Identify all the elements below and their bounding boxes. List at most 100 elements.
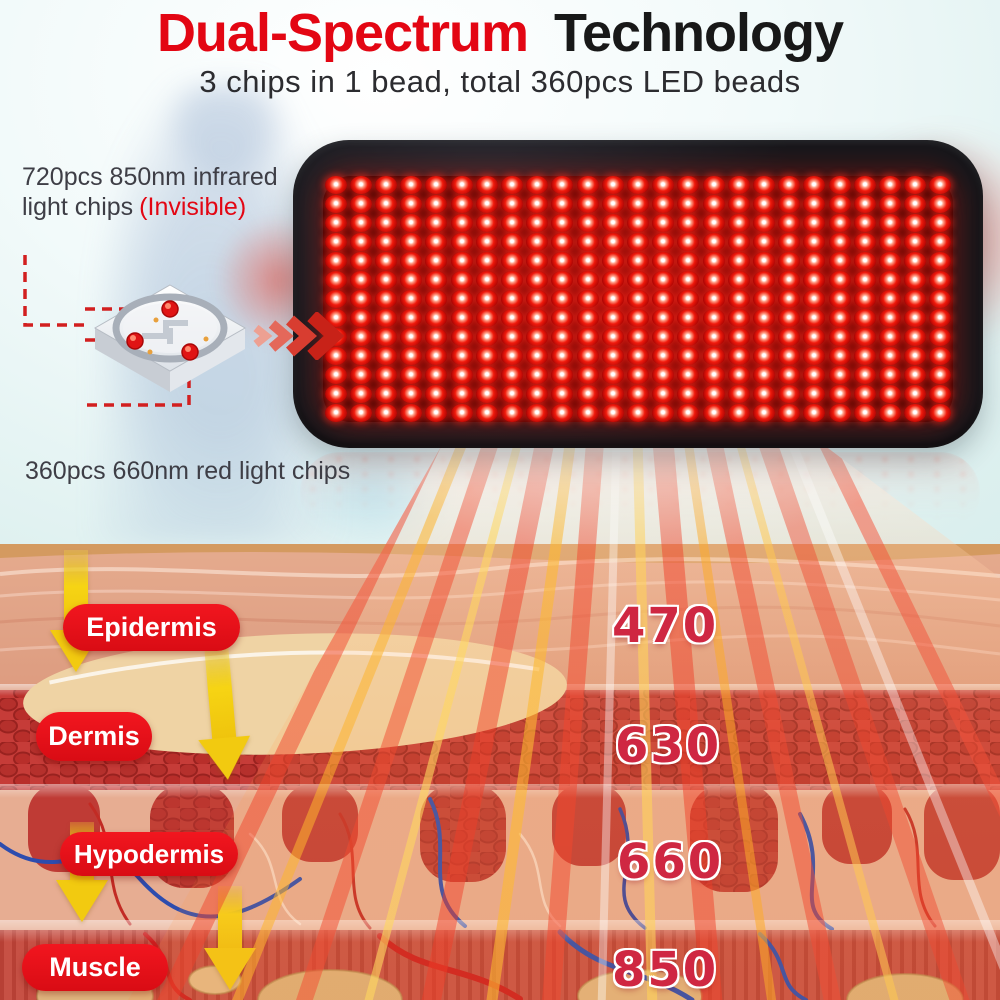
led-dot — [626, 403, 649, 422]
led-dot — [526, 289, 549, 308]
led-dot — [475, 176, 498, 195]
led-dot — [526, 384, 549, 403]
led-dot — [400, 365, 423, 384]
led-dot — [828, 346, 851, 365]
led-dot — [727, 365, 750, 384]
led-dot — [652, 195, 675, 214]
led-dot — [374, 176, 397, 195]
page-subtitle: 3 chips in 1 bead, total 360pcs LED bead… — [199, 64, 801, 99]
led-dot — [425, 403, 448, 422]
led-dot — [752, 327, 775, 346]
led-dot — [904, 271, 927, 290]
led-dot — [929, 214, 952, 233]
led-dot — [425, 233, 448, 252]
led-dot — [349, 214, 372, 233]
led-dot — [601, 308, 624, 327]
led-dot — [677, 195, 700, 214]
led-dot — [626, 308, 649, 327]
led-dot — [878, 289, 901, 308]
led-dot — [828, 289, 851, 308]
led-dot — [324, 176, 347, 195]
led-dot — [601, 195, 624, 214]
led-dot — [778, 403, 801, 422]
led-dot — [400, 214, 423, 233]
led-dot — [626, 365, 649, 384]
led-dot — [601, 233, 624, 252]
led-dot — [374, 327, 397, 346]
led-dot — [551, 271, 574, 290]
led-dot — [551, 176, 574, 195]
led-dot — [450, 214, 473, 233]
led-dot — [425, 289, 448, 308]
layer-label-muscle: Muscle — [22, 944, 168, 991]
led-dot — [803, 308, 826, 327]
led-dot — [374, 308, 397, 327]
led-dot — [727, 271, 750, 290]
led-dot — [526, 403, 549, 422]
led-dot — [904, 289, 927, 308]
led-dot — [778, 365, 801, 384]
led-dot — [601, 384, 624, 403]
led-dot — [551, 214, 574, 233]
led-dot — [500, 252, 523, 271]
led-dot — [450, 233, 473, 252]
led-dot — [727, 233, 750, 252]
led-dot — [576, 195, 599, 214]
led-dot — [475, 346, 498, 365]
led-dot — [904, 384, 927, 403]
led-dot — [677, 289, 700, 308]
led-dot — [929, 308, 952, 327]
led-dot — [878, 233, 901, 252]
led-dot — [425, 308, 448, 327]
led-dot — [752, 365, 775, 384]
led-dot — [752, 176, 775, 195]
led-dot — [576, 289, 599, 308]
led-dot — [374, 252, 397, 271]
led-dot — [500, 384, 523, 403]
led-dot — [324, 384, 347, 403]
led-dot — [500, 365, 523, 384]
led-dot — [450, 327, 473, 346]
led-dot — [828, 195, 851, 214]
led-dot — [626, 289, 649, 308]
led-dot — [425, 327, 448, 346]
led-dot — [601, 346, 624, 365]
led-dot — [803, 195, 826, 214]
led-dot — [500, 403, 523, 422]
led-dot — [702, 403, 725, 422]
led-dot — [450, 346, 473, 365]
led-dot — [475, 327, 498, 346]
led-dot — [425, 346, 448, 365]
led-dot — [500, 214, 523, 233]
led-dot — [324, 214, 347, 233]
led-dot — [475, 195, 498, 214]
led-dot — [475, 233, 498, 252]
wavelength-660: 660 — [617, 834, 724, 890]
led-dot — [349, 365, 372, 384]
led-dot — [727, 384, 750, 403]
led-dot — [551, 384, 574, 403]
led-dot — [778, 327, 801, 346]
led-dot — [576, 271, 599, 290]
led-chip-illustration — [23, 255, 247, 407]
led-dot — [853, 233, 876, 252]
led-dot — [349, 289, 372, 308]
led-dot — [475, 289, 498, 308]
led-dot — [400, 346, 423, 365]
led-dot — [400, 289, 423, 308]
led-dot — [626, 252, 649, 271]
led-dot — [904, 195, 927, 214]
led-dot — [475, 403, 498, 422]
led-dot — [778, 384, 801, 403]
led-dot — [425, 252, 448, 271]
led-dot — [450, 403, 473, 422]
led-dot — [778, 308, 801, 327]
led-dot — [828, 214, 851, 233]
led-dot — [626, 384, 649, 403]
led-dot — [500, 289, 523, 308]
led-dot — [349, 233, 372, 252]
led-dot — [374, 289, 397, 308]
led-dot — [929, 327, 952, 346]
led-dot — [878, 365, 901, 384]
led-dot — [450, 176, 473, 195]
